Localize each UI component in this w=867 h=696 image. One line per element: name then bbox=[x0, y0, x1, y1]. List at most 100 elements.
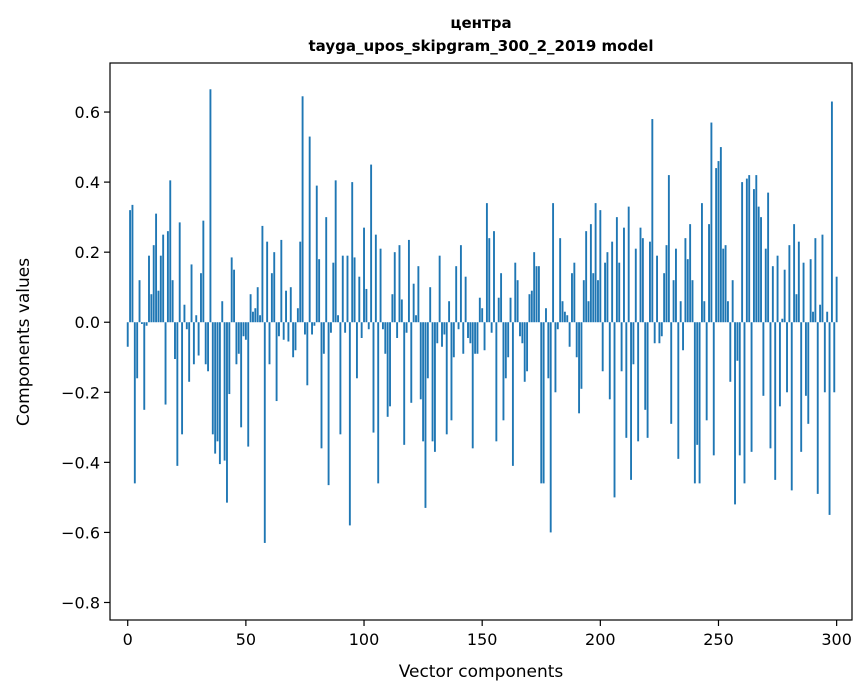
bar bbox=[604, 262, 607, 323]
bar bbox=[204, 322, 207, 365]
bar bbox=[608, 322, 611, 400]
bar bbox=[519, 322, 521, 337]
bar bbox=[410, 322, 413, 403]
bar bbox=[734, 322, 736, 505]
x-axis: 0 50 100 150 200 250 300 bbox=[123, 620, 852, 649]
bar bbox=[169, 180, 172, 323]
bar bbox=[578, 322, 581, 414]
bar bbox=[823, 322, 826, 393]
bar bbox=[467, 322, 469, 338]
bar bbox=[185, 322, 188, 330]
bar bbox=[762, 322, 765, 396]
bar bbox=[663, 273, 666, 323]
bar bbox=[819, 304, 822, 323]
bar bbox=[729, 322, 732, 382]
bar bbox=[183, 304, 186, 323]
bar bbox=[207, 322, 210, 372]
bar bbox=[370, 164, 373, 323]
bar bbox=[133, 322, 136, 484]
bar bbox=[360, 322, 363, 338]
y-tick-label: 0.6 bbox=[75, 103, 100, 122]
bar bbox=[412, 283, 415, 323]
bar bbox=[625, 322, 628, 438]
bar bbox=[190, 264, 193, 323]
bar bbox=[483, 322, 486, 351]
bar bbox=[526, 322, 529, 372]
bar bbox=[407, 239, 410, 323]
bar bbox=[495, 322, 498, 442]
bar bbox=[211, 322, 214, 435]
bar bbox=[793, 224, 796, 323]
bar bbox=[769, 322, 772, 449]
bar bbox=[195, 315, 198, 323]
bar bbox=[691, 280, 694, 323]
bar bbox=[403, 322, 406, 445]
bar bbox=[493, 231, 495, 323]
x-tick-label: 300 bbox=[821, 630, 852, 649]
bar bbox=[242, 322, 245, 337]
bar bbox=[641, 238, 644, 323]
bar bbox=[601, 322, 604, 372]
bar bbox=[155, 213, 158, 323]
bar bbox=[181, 322, 184, 435]
bar bbox=[230, 257, 233, 323]
bar bbox=[757, 206, 760, 323]
bar bbox=[750, 322, 753, 452]
bar bbox=[587, 301, 590, 323]
bar bbox=[157, 290, 160, 323]
bar bbox=[445, 322, 448, 435]
bar bbox=[656, 255, 658, 323]
bar bbox=[490, 322, 493, 333]
bar bbox=[774, 322, 777, 480]
bar bbox=[634, 248, 637, 323]
bar bbox=[708, 224, 710, 323]
bar bbox=[639, 227, 642, 323]
bar bbox=[464, 276, 467, 323]
bar bbox=[178, 222, 181, 323]
bar bbox=[436, 322, 439, 344]
bar bbox=[670, 322, 673, 424]
bar bbox=[646, 322, 649, 438]
bar bbox=[651, 119, 654, 323]
bar bbox=[452, 322, 455, 358]
bar bbox=[715, 168, 718, 323]
bar bbox=[126, 322, 129, 347]
bar bbox=[812, 311, 814, 323]
bar bbox=[781, 318, 784, 323]
bar bbox=[514, 262, 517, 323]
bar bbox=[504, 322, 507, 379]
bar bbox=[705, 322, 708, 421]
bar bbox=[278, 322, 280, 337]
bar bbox=[561, 301, 564, 323]
bar bbox=[509, 297, 512, 323]
bar bbox=[563, 311, 566, 323]
bar bbox=[497, 297, 500, 323]
bar bbox=[415, 315, 417, 323]
bar bbox=[136, 322, 139, 379]
bar bbox=[540, 322, 543, 484]
bar bbox=[620, 322, 623, 372]
y-tick-label: −0.8 bbox=[61, 593, 100, 612]
bar bbox=[228, 322, 231, 395]
bar bbox=[582, 280, 585, 323]
bar bbox=[684, 238, 687, 323]
bar bbox=[339, 322, 342, 435]
bar bbox=[268, 322, 271, 365]
bar bbox=[535, 266, 538, 323]
bar bbox=[745, 178, 748, 323]
bar bbox=[322, 322, 325, 354]
bar bbox=[384, 322, 387, 354]
bar bbox=[537, 266, 540, 323]
bar bbox=[346, 255, 349, 323]
bar bbox=[826, 311, 829, 323]
bar bbox=[372, 322, 375, 433]
bar bbox=[653, 322, 656, 344]
bar bbox=[138, 280, 141, 323]
bar bbox=[530, 290, 533, 323]
bar bbox=[294, 322, 297, 351]
bar bbox=[400, 299, 403, 323]
bar bbox=[299, 241, 302, 323]
bar bbox=[816, 322, 819, 494]
bar bbox=[507, 322, 510, 358]
